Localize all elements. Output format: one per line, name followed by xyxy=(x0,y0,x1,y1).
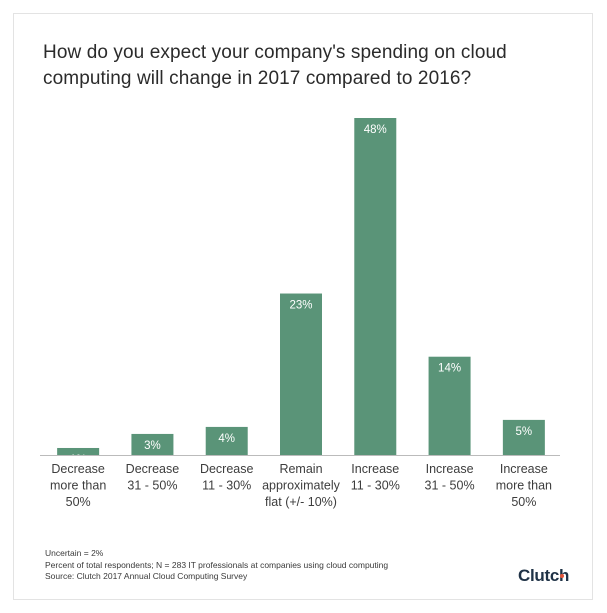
bar-6 xyxy=(428,356,471,455)
bar-1 xyxy=(57,447,100,455)
bar-value-label: 3% xyxy=(144,440,161,452)
category-label: flat (+/- 10%) xyxy=(265,495,337,509)
category-label: Increase xyxy=(351,462,399,476)
clutch-logo-text: Clutch xyxy=(518,566,570,585)
category-label: 50% xyxy=(66,495,91,509)
bar-4 xyxy=(280,293,322,455)
bar-value-label: 23% xyxy=(289,300,312,312)
bar-value-label: 48% xyxy=(364,124,387,136)
bar-value-label: 1% xyxy=(70,454,87,466)
bar-3 xyxy=(205,426,248,455)
clutch-logo-dot xyxy=(560,574,565,578)
uncertain-note: Uncertain = 2% xyxy=(45,548,104,558)
category-label: Decrease xyxy=(126,462,180,476)
category-label: 11 - 30% xyxy=(202,479,251,493)
category-label: 31 - 50% xyxy=(127,479,177,493)
chart-footer: Uncertain = 2% Percent of total responde… xyxy=(45,548,388,583)
bar-7 xyxy=(502,419,545,455)
category-label: 11 - 30% xyxy=(351,479,400,493)
source-note: Source: Clutch 2017 Annual Cloud Computi… xyxy=(45,571,248,581)
category-label: more than xyxy=(496,479,552,493)
bar-value-label: 5% xyxy=(516,426,533,438)
category-label: 50% xyxy=(511,495,536,509)
chart-title: How do you expect your company's spendin… xyxy=(43,42,507,89)
bar-value-label: 14% xyxy=(438,363,461,375)
respondents-note: Percent of total respondents; N = 283 IT… xyxy=(45,559,389,570)
category-label: Increase xyxy=(500,462,548,476)
bar-value-label: 4% xyxy=(218,433,235,445)
category-label: Remain xyxy=(279,462,322,476)
category-label: more than xyxy=(50,479,106,493)
category-label: Decrease xyxy=(200,462,254,476)
bar-5 xyxy=(354,118,397,455)
category-label: Increase xyxy=(426,462,474,476)
category-label: approximately xyxy=(262,479,341,493)
category-label: Decrease xyxy=(51,462,105,476)
bar-2 xyxy=(131,433,174,455)
clutch-logo: Clutch xyxy=(518,566,569,586)
category-label: 31 - 50% xyxy=(425,479,475,493)
